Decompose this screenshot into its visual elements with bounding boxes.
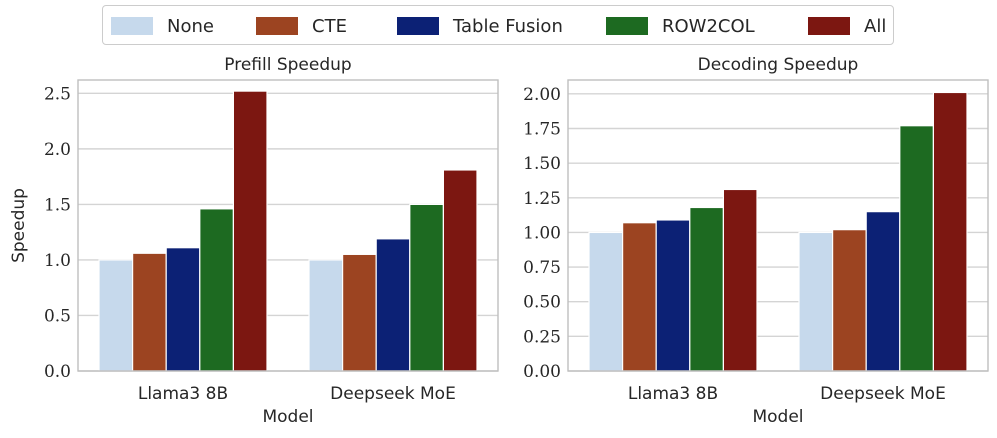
bar-row2col: [199, 208, 235, 372]
y-tick-label: 0.50: [523, 293, 561, 313]
y-tick-label: 0.25: [523, 327, 561, 347]
bar-none: [588, 231, 624, 372]
legend-swatch: [256, 17, 298, 35]
chart-legend: None CTE Table Fusion ROW2COL All: [102, 5, 894, 45]
y-tick-label: 1.5: [44, 195, 71, 215]
y-tick-label: 2.5: [44, 84, 71, 104]
bar-row2col: [689, 206, 724, 372]
legend-item: ROW2COL: [606, 6, 755, 46]
panel-1: 0.0 0.5 1.0 1.5 2.0 2.5 Llama3 8B Deepseek MoE P…: [9, 55, 499, 427]
legend-label: CTE: [312, 15, 347, 37]
panel-2: 0.00 0.25 0.50 0.75 1.00 1.25 1.50 1.75 2.00 Llam…: [523, 55, 989, 427]
bar-table-fusion: [865, 211, 901, 372]
bar-all: [932, 91, 968, 372]
bar-all: [232, 90, 268, 372]
bar-table-fusion: [165, 247, 201, 372]
x-axis-title: Model: [262, 407, 313, 427]
legend-swatch: [808, 17, 850, 35]
bar-all: [722, 188, 758, 372]
bar-all: [442, 169, 478, 372]
x-tick-label: Deepseek MoE: [330, 384, 456, 404]
legend-label: All: [864, 15, 887, 37]
panel-title: Prefill Speedup: [224, 55, 351, 75]
y-tick-label: 0.0: [44, 362, 71, 382]
y-tick-label: 1.00: [523, 223, 561, 243]
x-tick-label: Llama3 8B: [628, 384, 718, 404]
bar-cte: [831, 229, 867, 372]
bar-row2col: [409, 203, 444, 372]
legend-label: None: [167, 15, 214, 37]
bar-cte: [132, 252, 167, 372]
legend-swatch: [606, 17, 648, 35]
legend-swatch: [111, 17, 153, 35]
legend-item: CTE: [256, 6, 347, 46]
bar-row2col: [899, 125, 934, 372]
legend-item: None: [111, 6, 214, 46]
bar-cte: [342, 253, 377, 372]
legend-label: Table Fusion: [453, 15, 563, 37]
plot-frame: [77, 79, 499, 372]
x-tick-label: Llama3 8B: [138, 384, 228, 404]
bar-table-fusion: [655, 219, 691, 372]
y-tick-label: 0.5: [44, 306, 71, 326]
y-tick-label: 2.00: [523, 85, 561, 105]
plot-frame: [567, 79, 989, 372]
legend-item: Table Fusion: [397, 6, 563, 46]
legend-label: ROW2COL: [662, 15, 755, 37]
y-tick-label: 1.75: [523, 120, 561, 140]
bar-none: [798, 231, 834, 372]
legend-swatch: [397, 17, 439, 35]
bar-none: [98, 259, 134, 372]
y-tick-label: 0.75: [523, 258, 561, 278]
x-axis-title: Model: [752, 407, 803, 427]
y-tick-label: 1.0: [44, 251, 71, 271]
bar-table-fusion: [375, 238, 411, 372]
bar-none: [308, 259, 344, 372]
y-tick-label: 2.0: [44, 140, 71, 160]
y-tick-label: 1.25: [523, 189, 561, 209]
x-tick-label: Deepseek MoE: [820, 384, 946, 404]
y-tick-label: 0.00: [523, 362, 561, 382]
y-tick-label: 1.50: [523, 154, 561, 174]
panel-title: Decoding Speedup: [698, 55, 859, 75]
legend-item: All: [808, 6, 886, 46]
bar-cte: [621, 222, 657, 372]
y-axis-title: Speedup: [9, 188, 29, 263]
